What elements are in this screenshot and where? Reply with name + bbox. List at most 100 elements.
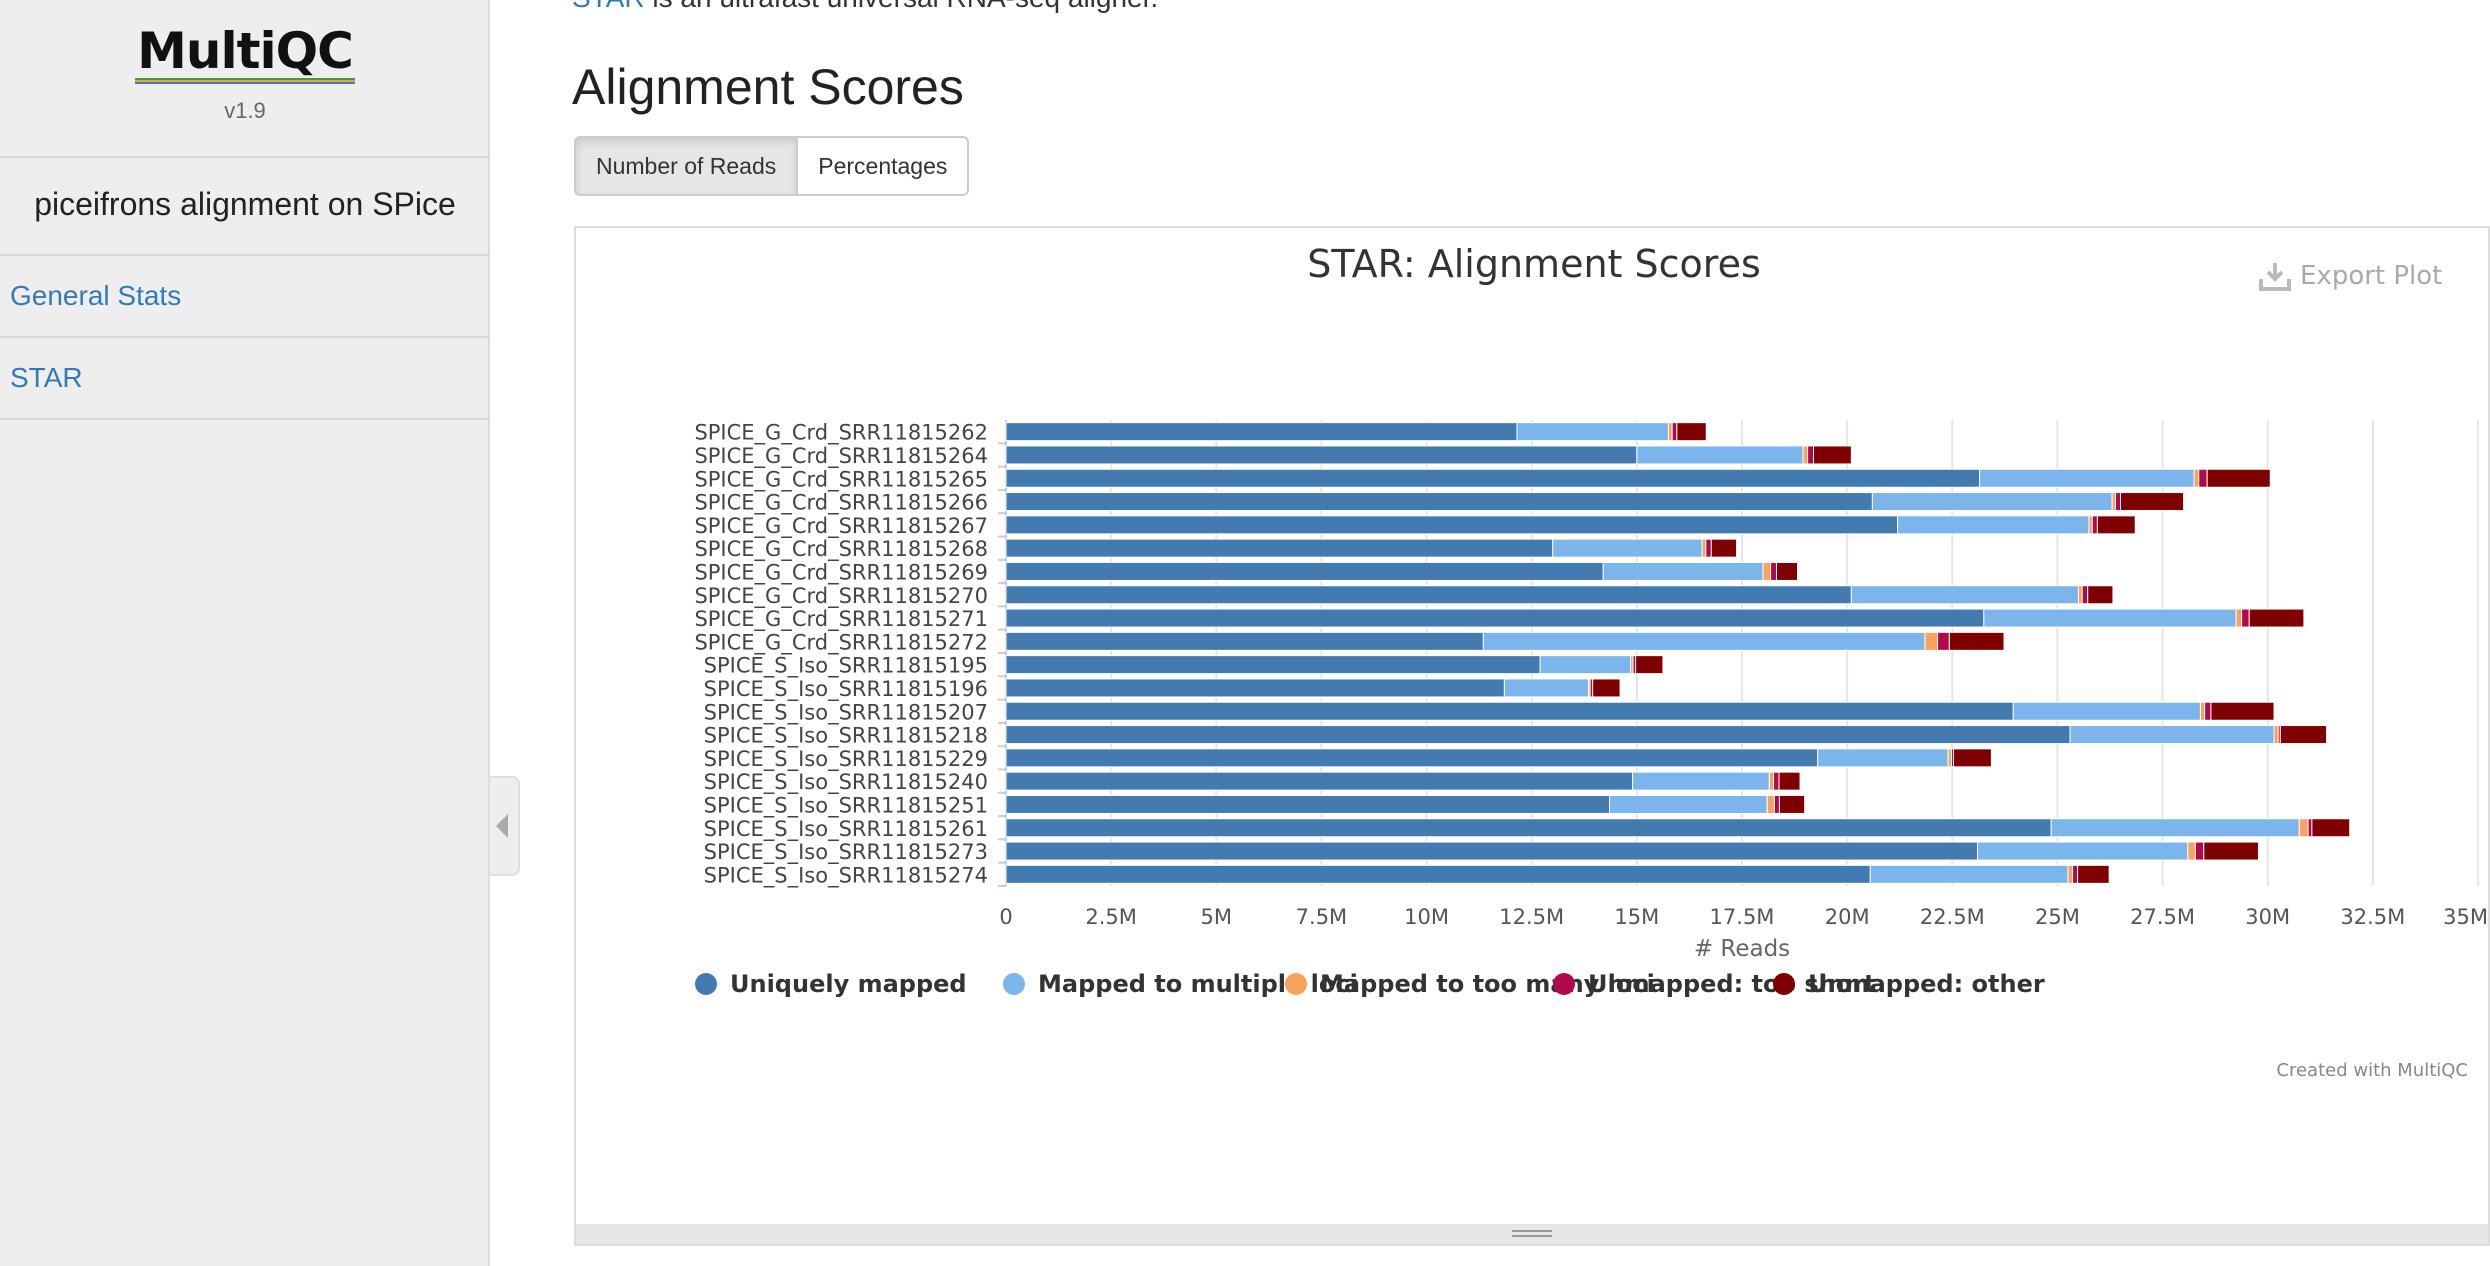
- bar-segment: [1775, 561, 1799, 581]
- bar-segment: [1817, 748, 1949, 768]
- x-tick-label: 32.5M: [2340, 905, 2405, 929]
- bar-segment: [1871, 492, 2113, 512]
- section-title: Alignment Scores: [572, 59, 964, 115]
- bar-segment: [2204, 701, 2212, 721]
- bar-segment: [1005, 864, 1871, 884]
- plot-mode-toggle: Number of Reads Percentages: [574, 136, 970, 196]
- y-category-label: SPICE_G_Crd_SRR11815268: [694, 537, 988, 562]
- bar-segment: [2091, 515, 2098, 535]
- bar-segment: [1705, 538, 1712, 558]
- bar-segment: [1947, 748, 1952, 768]
- bar-segment: [1005, 468, 1981, 488]
- bar-segment: [2235, 608, 2243, 628]
- y-category-label: SPICE_G_Crd_SRR11815271: [694, 607, 988, 632]
- sidebar-collapse-toggle[interactable]: [490, 776, 520, 876]
- bar-segment: [2241, 608, 2250, 628]
- x-tick-label: 30M: [2245, 905, 2290, 929]
- plot-resize-handle[interactable]: [576, 1224, 2488, 1244]
- bar-segment: [1005, 794, 1611, 814]
- bar-segment: [1482, 631, 1926, 651]
- bar-segment: [2248, 608, 2305, 628]
- bar-segment: [1539, 655, 1632, 675]
- bar-segment: [1778, 771, 1801, 791]
- x-axis-label: # Reads: [1694, 936, 1790, 962]
- bar-segment: [2114, 492, 2122, 512]
- bar-segment: [2072, 864, 2079, 884]
- percentages-button[interactable]: Percentages: [798, 136, 970, 196]
- multiqc-logo[interactable]: MultiQC: [0, 22, 490, 84]
- y-category-label: SPICE_G_Crd_SRR11815267: [694, 514, 988, 539]
- bar-segment: [1807, 445, 1814, 465]
- bar-segment: [1005, 701, 2014, 721]
- bar-segment: [2311, 818, 2351, 838]
- plot-container: 0 2.5M 5M 7.5M 10M 12.5M 15M 17.5M 20M 22.5M 25M 27…: [574, 226, 2490, 1246]
- x-tick-label: 15M: [1614, 905, 1659, 929]
- y-category-label: SPICE_S_Iso_SRR11815195: [704, 654, 988, 679]
- divider: [0, 418, 490, 420]
- legend-swatch: [695, 973, 717, 995]
- credit-text: Created with MultiQC: [2276, 1060, 2468, 1081]
- number-of-reads-button[interactable]: Number of Reads: [574, 136, 799, 196]
- bar-segment: [1701, 538, 1707, 558]
- bar-segment: [1005, 631, 1484, 651]
- bar-segment: [2077, 864, 2110, 884]
- bar-segment: [1516, 422, 1669, 442]
- bar-segment: [2012, 701, 2201, 721]
- y-category-label: SPICE_S_Iso_SRR11815273: [704, 840, 988, 865]
- bar-segment: [1005, 492, 1873, 512]
- bar-segment: [1005, 771, 1634, 791]
- x-tick-label: 5M: [1201, 905, 1232, 929]
- nav-item-star[interactable]: STAR: [10, 362, 83, 393]
- bar-segment: [1812, 445, 1852, 465]
- legend-item: Unmapped: too short: [1588, 970, 1876, 998]
- report-title: piceifrons alignment on SPice: [34, 186, 456, 222]
- x-tick-label: 2.5M: [1085, 905, 1137, 929]
- bar-segment: [2198, 468, 2208, 488]
- x-tick-label: 17.5M: [1710, 905, 1775, 929]
- legend-item: Mapped to multiple loci: [1038, 970, 1358, 998]
- legend-item: Unmapped: other: [1808, 970, 2045, 998]
- module-intro: STAR is an ultrafast universal RNA-seq a…: [572, 0, 1158, 14]
- bar-segment: [1768, 771, 1775, 791]
- nav-item-general-stats[interactable]: General Stats: [10, 280, 182, 311]
- y-category-label: SPICE_S_Iso_SRR11815196: [704, 677, 988, 702]
- y-category-label: SPICE_S_Iso_SRR11815251: [704, 793, 988, 818]
- bar-segment: [1676, 422, 1707, 442]
- bar-segment: [1773, 771, 1780, 791]
- bar-segment: [1005, 585, 1852, 605]
- bar-segment: [2298, 818, 2309, 838]
- bar-segment: [2203, 841, 2259, 861]
- sidebar: MultiQC v1.9 piceifrons alignment on SPi…: [0, 0, 490, 1266]
- divider: [0, 156, 490, 158]
- chevron-left-icon: [496, 814, 508, 838]
- bar-segment: [2194, 841, 2205, 861]
- legend-swatch: [1003, 973, 1025, 995]
- bar-segment: [2088, 515, 2093, 535]
- bar-segment: [1005, 818, 2052, 838]
- bar-segment: [2210, 701, 2275, 721]
- bar-segment: [2050, 818, 2300, 838]
- export-plot-button[interactable]: Export Plot: [2258, 258, 2488, 294]
- y-category-label: SPICE_G_Crd_SRR11815265: [694, 467, 988, 492]
- x-tick-label: 7.5M: [1296, 905, 1348, 929]
- bar-chart: 0 2.5M 5M 7.5M 10M 12.5M 15M 17.5M 20M 22.5M 25M 27…: [694, 420, 2488, 1081]
- version-label: v1.9: [224, 98, 266, 123]
- x-tick-label: 12.5M: [1499, 905, 1564, 929]
- bar-segment: [1005, 725, 2071, 745]
- y-category-label: SPICE_S_Iso_SRR11815229: [704, 747, 988, 772]
- bar-segment: [1609, 794, 1768, 814]
- legend-item: Mapped to too many loci: [1320, 970, 1655, 998]
- bar-segment: [2187, 841, 2196, 861]
- bar-segment: [2111, 492, 2116, 512]
- bar-segment: [1635, 655, 1664, 675]
- star-link[interactable]: STAR: [572, 0, 645, 13]
- bar-segment: [1602, 561, 1764, 581]
- x-tick-label: 0: [999, 905, 1012, 929]
- bar-segment: [1005, 445, 1638, 465]
- y-category-label: SPICE_G_Crd_SRR11815272: [694, 630, 988, 655]
- bar-segment: [1005, 655, 1541, 675]
- x-tick-label: 20M: [1825, 905, 1870, 929]
- bar-segment: [1924, 631, 1939, 651]
- bar-segment: [2193, 468, 2200, 488]
- x-tick-label: 35M: [2443, 905, 2488, 929]
